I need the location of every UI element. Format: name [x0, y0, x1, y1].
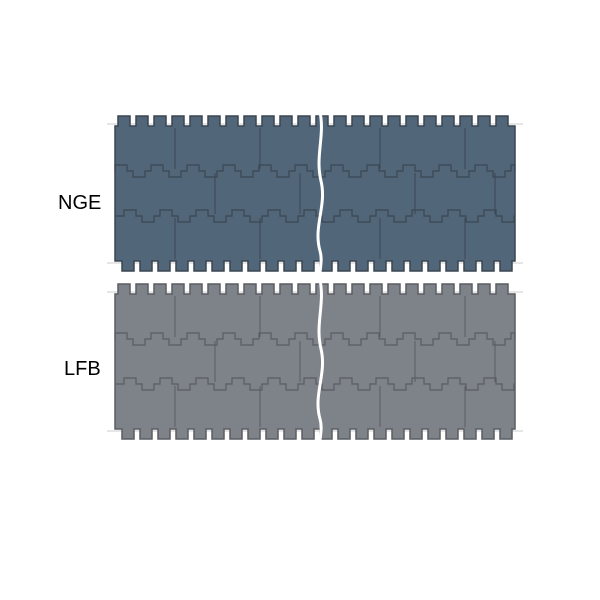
label-nge: NGE [58, 192, 101, 215]
label-lfb: LFB [64, 358, 101, 381]
belt-nge [105, 111, 525, 276]
belt-lfb [105, 279, 525, 444]
